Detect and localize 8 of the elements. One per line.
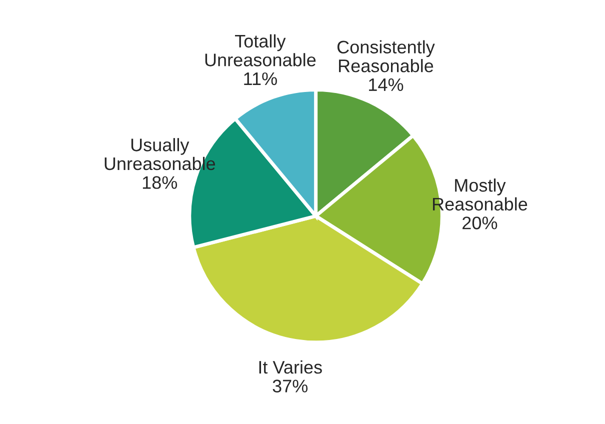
data-label: 11%: [244, 72, 277, 86]
data-label: 14%: [369, 78, 404, 92]
data-label: 18%: [142, 176, 178, 189]
slice-label: Consistently Reasonable: [337, 40, 435, 72]
slice-label: Totally Unreasonable: [205, 34, 316, 66]
data-label: 37%: [272, 380, 308, 392]
slice-label: It Varies: [259, 360, 322, 374]
data-label: 20%: [462, 216, 498, 230]
